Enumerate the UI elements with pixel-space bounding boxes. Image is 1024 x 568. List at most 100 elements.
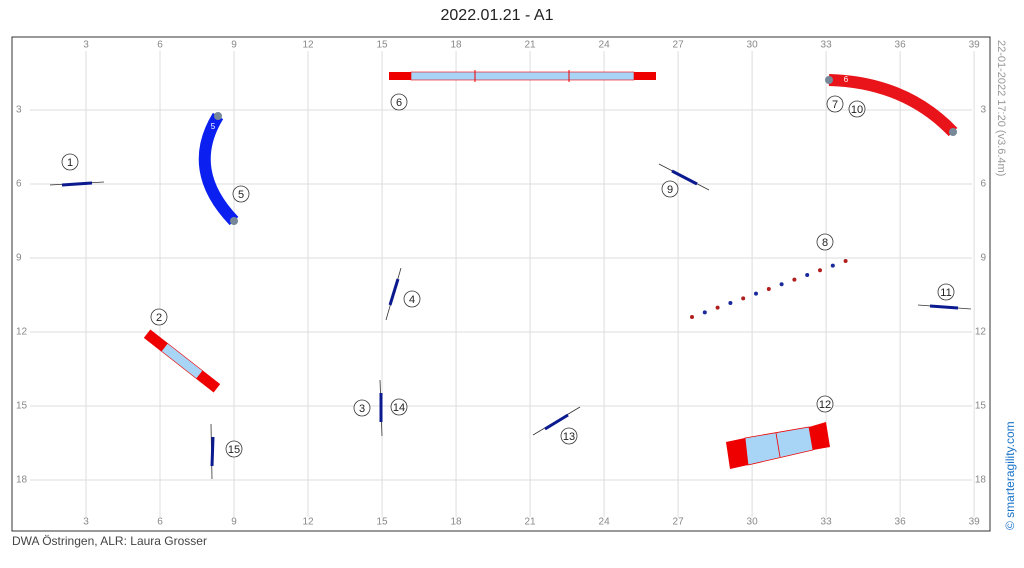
- x-tick-label: 33: [821, 517, 833, 528]
- title: 2022.01.21 - A1: [441, 7, 554, 24]
- timestamp: 22-01-2022 17:20 (v3.6.4m): [995, 40, 1007, 176]
- x-tick-label: 12: [302, 517, 314, 528]
- y-tick-label: 9: [16, 253, 22, 264]
- x-tick-label: 3: [83, 517, 89, 528]
- jump-bar: [210, 436, 215, 467]
- tunnel-label: 5: [211, 122, 216, 131]
- x-tick-label: 30: [747, 517, 759, 528]
- jump-bar: [388, 278, 400, 306]
- y-tick-label: 18: [975, 475, 987, 486]
- tunnel-end: [214, 112, 222, 120]
- y-tick-label: 6: [980, 179, 986, 190]
- number-circle: [403, 290, 421, 308]
- number-label: 13: [563, 431, 575, 443]
- weave-pole: [843, 258, 848, 263]
- weave: [690, 258, 848, 319]
- number-circle: [150, 308, 168, 326]
- credit: © smarteragility.com: [1003, 421, 1017, 530]
- number-circle: [390, 93, 408, 111]
- x-tick-label: 21: [525, 517, 537, 528]
- x-tick-label: 18: [450, 517, 462, 528]
- x-tick-label: 33: [821, 40, 833, 51]
- number-circle: [61, 153, 79, 171]
- weave-pole: [754, 291, 758, 296]
- y-tick-label: 18: [16, 475, 28, 486]
- number-circle: [232, 185, 250, 203]
- x-tick-label: 3: [83, 40, 89, 51]
- y-tick-label: 6: [16, 179, 22, 190]
- weave-pole: [779, 282, 784, 287]
- number-circle: [848, 100, 866, 118]
- jump-bar: [929, 304, 959, 310]
- tunnel-end: [825, 76, 833, 84]
- weave-pole: [741, 296, 746, 301]
- jumps: [49, 163, 972, 480]
- y-tick-label: 15: [975, 401, 987, 412]
- weave-pole: [728, 300, 733, 305]
- weave-pole: [690, 315, 694, 319]
- tunnel-label: 6: [844, 75, 849, 84]
- x-tick-label: 6: [157, 517, 163, 528]
- number-label: 4: [409, 294, 415, 306]
- y-tick-label: 12: [975, 327, 987, 338]
- dogwalk-end: [389, 72, 411, 80]
- obstacles: 5 6: [143, 70, 958, 469]
- number-circle: [937, 283, 955, 301]
- tunnel-end: [949, 128, 957, 136]
- x-tick-label: 24: [599, 40, 611, 51]
- tunnel: [198, 112, 239, 226]
- number-label: 7: [832, 99, 838, 111]
- y-tick-label: 12: [16, 327, 28, 338]
- aframe-end: [726, 438, 748, 469]
- number-label: 9: [667, 184, 673, 196]
- number-circle: [390, 398, 408, 416]
- x-tick-label: 24: [599, 517, 611, 528]
- x-tick-label: 36: [895, 517, 907, 528]
- x-tick-label: 27: [673, 40, 685, 51]
- number-label: 3: [359, 403, 365, 415]
- weave-pole: [818, 268, 822, 273]
- number-label: 12: [819, 399, 831, 411]
- jump-bar: [671, 169, 698, 186]
- seesaw: [143, 329, 221, 393]
- x-tick-label: 6: [157, 40, 163, 51]
- x-tick-label: 9: [231, 517, 237, 528]
- number-label: 8: [822, 237, 828, 249]
- weave-pole: [830, 263, 835, 268]
- footer: DWA Östringen, ALR: Laura Grosser: [12, 534, 207, 548]
- y-tick-label: 3: [980, 105, 986, 116]
- y-tick-label: 9: [980, 253, 986, 264]
- number-label: 2: [156, 312, 162, 324]
- x-tick-label: 30: [747, 40, 759, 51]
- x-tick-label: 21: [525, 40, 537, 51]
- weave-pole: [805, 272, 810, 277]
- aframe-end: [809, 422, 830, 450]
- x-tick-label: 39: [969, 517, 981, 528]
- field-border: [11, 36, 991, 532]
- number-circle: [826, 95, 844, 113]
- y-tick-label: 3: [16, 105, 22, 116]
- number-label: 11: [940, 287, 951, 299]
- jump-bar: [544, 413, 569, 431]
- aframe-body: [744, 426, 814, 466]
- grid: 3366991212151518182121242427273030333336…: [16, 40, 986, 528]
- number-label: 10: [851, 104, 863, 116]
- number-circle: [225, 440, 243, 458]
- aframe-apex: [775, 432, 781, 458]
- number-label: 5: [238, 189, 244, 201]
- number-label: 1: [67, 157, 73, 169]
- weave-pole: [792, 277, 797, 282]
- x-tick-label: 12: [302, 40, 314, 51]
- number-circle: [560, 427, 578, 445]
- x-tick-label: 15: [376, 40, 388, 51]
- number-label: 15: [228, 444, 240, 456]
- weave-pole: [702, 310, 707, 315]
- jump-bar: [61, 181, 93, 187]
- y-tick-label: 15: [16, 401, 28, 412]
- dogwalk-plank: [410, 71, 635, 81]
- number-circle: [661, 180, 679, 198]
- dogwalk-end: [634, 72, 656, 80]
- number-label: 6: [396, 97, 402, 109]
